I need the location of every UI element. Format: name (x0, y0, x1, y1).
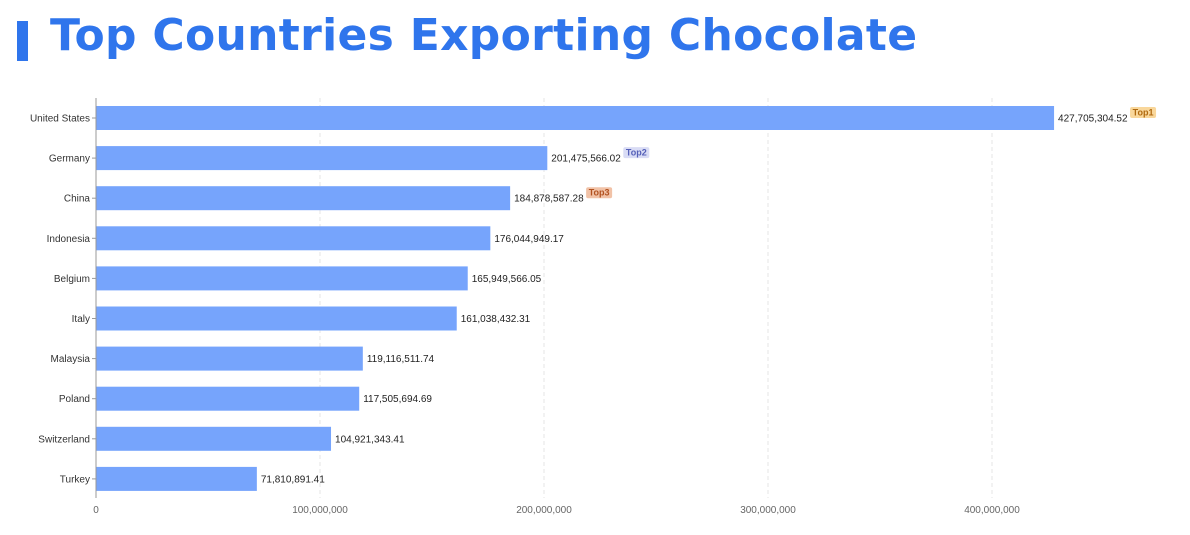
value-label: 184,878,587.28 (514, 194, 584, 205)
value-label: 201,475,566.02 (551, 154, 621, 165)
bar (96, 426, 332, 451)
rank-badge: Top2 (623, 147, 650, 159)
bar (96, 346, 363, 371)
category-label: Italy (72, 314, 90, 325)
axes: 0 100,000,000 200,000,000 300,000,000 400,00… (92, 98, 1020, 516)
rank-badge-bg (623, 147, 650, 159)
category-label: Malaysia (51, 354, 91, 365)
bar (96, 226, 491, 251)
value-label: 161,038,432.31 (461, 314, 531, 325)
value-label: 119,116,511.74 (367, 354, 435, 365)
rank-badge-label: Top2 (626, 148, 647, 158)
bar (96, 306, 457, 331)
rank-badge: Top1 (1130, 107, 1157, 118)
bar (96, 106, 1055, 130)
category-label: Germany (49, 154, 90, 165)
bar (96, 466, 257, 491)
value-label: 176,044,949.17 (494, 234, 564, 245)
category-label: Turkey (60, 474, 90, 485)
bar (96, 146, 548, 171)
category-label: United States (30, 114, 90, 125)
value-label: 104,921,343.41 (335, 434, 405, 445)
category-label: Belgium (54, 274, 90, 285)
bars (96, 106, 1055, 491)
category-label: Switzerland (38, 434, 90, 445)
category-label: China (64, 194, 91, 205)
rank-badge-label: Top1 (1133, 108, 1154, 118)
x-tick-label: 300,000,000 (740, 505, 796, 516)
x-tick-label: 400,000,000 (964, 505, 1020, 516)
category-label: Poland (59, 394, 90, 405)
rank-badge-bg (586, 187, 613, 199)
rank-badge-bg (1130, 107, 1157, 118)
labels: United States 427,705,304.52 Germany 201,47… (30, 107, 1157, 485)
bar (96, 386, 360, 411)
rank-badge: Top3 (586, 187, 613, 199)
title-accent-bar (17, 21, 28, 61)
rank-badge-label: Top3 (589, 188, 610, 198)
value-label: 427,705,304.52 (1058, 114, 1128, 125)
chart-title: Top Countries Exporting Chocolate (50, 10, 918, 61)
x-tick-label: 100,000,000 (292, 505, 348, 516)
category-label: Indonesia (47, 234, 91, 245)
value-label: 117,505,694.69 (363, 394, 432, 405)
x-tick-label: 200,000,000 (516, 505, 572, 516)
bar (96, 266, 468, 291)
value-label: 165,949,566.05 (472, 274, 542, 285)
bar (96, 186, 511, 211)
x-tick-label: 0 (93, 505, 99, 516)
value-label: 71,810,891.41 (261, 474, 325, 485)
